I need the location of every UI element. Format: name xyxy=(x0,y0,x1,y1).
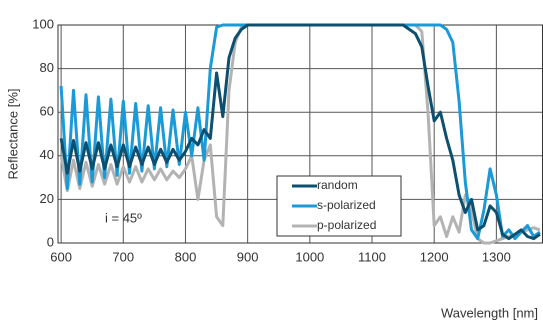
x-tick-label: 600 xyxy=(50,249,72,264)
y-tick-label: 80 xyxy=(40,60,54,75)
y-tick-label: 60 xyxy=(40,104,54,119)
x-tick-label: 1300 xyxy=(482,249,511,264)
series-line xyxy=(59,23,541,241)
legend-label: random xyxy=(317,178,358,192)
x-tick-label: 700 xyxy=(112,249,134,264)
x-tick-label: 1000 xyxy=(295,249,324,264)
y-tick-label: 100 xyxy=(32,16,54,31)
y-tick-label: 20 xyxy=(40,191,54,206)
y-axis-label: Reflectance [%] xyxy=(5,88,20,179)
x-tick-label: 800 xyxy=(175,249,197,264)
x-tick-label: 1200 xyxy=(420,249,449,264)
x-tick-label: 1100 xyxy=(358,249,386,264)
legend-label: p-polarized xyxy=(317,218,376,232)
x-axis-label: Wavelength [nm] xyxy=(441,305,538,320)
y-tick-label: 40 xyxy=(40,147,54,162)
x-tick-label: 900 xyxy=(237,249,259,264)
y-tick-label: 0 xyxy=(47,234,54,249)
legend-label: s-polarized xyxy=(317,198,376,212)
annotation: i = 45º xyxy=(105,210,142,225)
